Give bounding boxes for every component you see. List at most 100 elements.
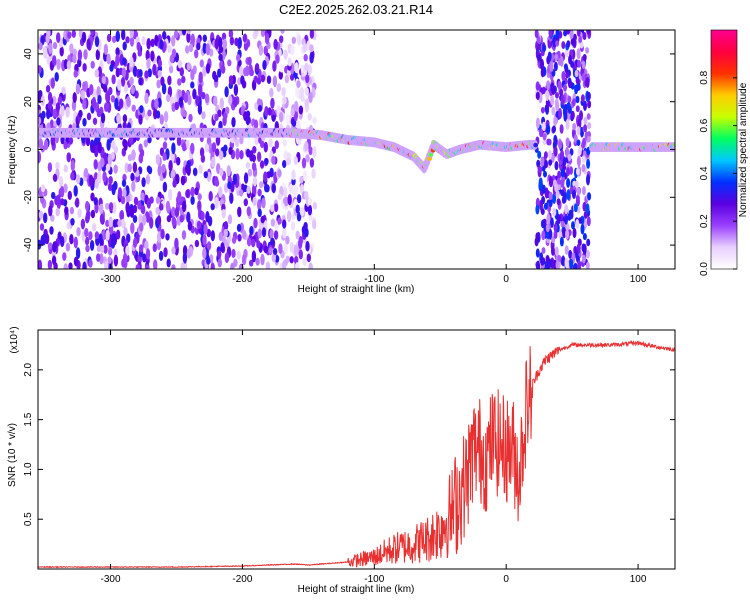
noise-cell	[88, 231, 93, 241]
noise-cell	[576, 187, 581, 196]
noise-cell	[563, 83, 567, 92]
noise-cell	[307, 197, 313, 206]
noise-cell	[121, 179, 127, 188]
noise-cell	[565, 229, 570, 240]
noise-cell	[61, 86, 66, 95]
noise-cell	[290, 221, 296, 231]
noise-cell	[113, 248, 118, 257]
noise-cell	[241, 229, 247, 240]
noise-cell	[281, 86, 286, 97]
noise-cell	[565, 137, 570, 147]
noise-cell	[579, 110, 583, 121]
noise-cell	[54, 72, 59, 82]
noise-cell	[557, 254, 562, 263]
noise-cell	[138, 69, 143, 78]
noise-cell	[180, 175, 186, 186]
noise-cell	[122, 252, 128, 264]
noise-cell	[113, 164, 118, 174]
noise-cell	[41, 233, 47, 246]
noise-cell	[564, 48, 569, 58]
noise-cell	[269, 228, 274, 239]
noise-cell	[245, 161, 251, 169]
noise-cell	[139, 222, 144, 232]
noise-cell	[204, 93, 210, 104]
noise-cell	[240, 75, 245, 86]
noise-cell	[95, 49, 101, 61]
noise-cell	[157, 69, 162, 78]
noise-cell	[56, 32, 61, 43]
noise-cell	[107, 183, 113, 191]
noise-cell	[90, 209, 96, 219]
noise-cell	[91, 97, 97, 109]
noise-cell	[251, 162, 257, 171]
noise-cell	[574, 180, 579, 188]
noise-cell	[129, 56, 134, 68]
noise-cell	[259, 160, 265, 169]
noise-cell	[90, 192, 95, 202]
noise-cell	[116, 114, 122, 125]
noise-cell	[282, 260, 287, 269]
colorbar-tick-label: 0.4	[699, 166, 710, 180]
noise-cell	[561, 70, 566, 81]
noise-cell	[233, 97, 238, 108]
noise-cell	[71, 30, 76, 38]
noise-cell	[60, 236, 65, 248]
noise-cell	[125, 195, 131, 204]
noise-cell	[564, 245, 569, 255]
noise-cell	[249, 259, 254, 267]
noise-cell	[587, 100, 592, 109]
noise-cell	[82, 261, 87, 269]
noise-cell	[60, 105, 65, 117]
noise-cell	[224, 252, 230, 264]
noise-cell	[581, 254, 586, 264]
noise-cell	[38, 42, 43, 51]
noise-cell	[52, 173, 58, 182]
noise-cell	[238, 189, 244, 197]
noise-cell	[46, 55, 51, 65]
noise-cell	[89, 239, 95, 251]
noise-cell	[190, 195, 195, 205]
noise-cell	[566, 167, 571, 177]
noise-cell	[296, 120, 301, 129]
noise-cell	[567, 95, 572, 103]
noise-cell	[537, 150, 542, 159]
noise-cell	[303, 53, 308, 62]
noise-cell	[534, 237, 539, 247]
noise-cell	[205, 63, 211, 74]
colorbar: 0.0 0.2 0.4 0.6 0.8 Normalized spectral ampl…	[699, 29, 749, 276]
noise-cell	[147, 166, 153, 175]
noise-cell	[239, 149, 244, 160]
noise-cell	[147, 68, 152, 78]
noise-cell	[171, 246, 176, 255]
snr-panel: -300 -200 -100 0 100 0.5 1.0 1.5 2.0 Height of …	[7, 326, 676, 595]
noise-cell	[125, 201, 130, 214]
noise-cell	[572, 189, 576, 200]
noise-cell	[177, 89, 183, 98]
noise-cell	[122, 114, 128, 123]
noise-cell	[186, 30, 191, 35]
noise-cell	[546, 213, 551, 224]
noise-cell	[566, 189, 571, 201]
noise-cell	[289, 241, 294, 254]
noise-cell	[551, 87, 556, 94]
spectrogram-x-ticks: -300 -200 -100 0 100	[101, 30, 647, 285]
noise-cell	[565, 118, 570, 130]
x-tick-label: -300	[101, 274, 121, 285]
noise-cell	[266, 171, 271, 179]
noise-cell	[224, 86, 229, 98]
noise-cell	[560, 179, 565, 188]
noise-cell	[549, 65, 554, 72]
noise-cell	[576, 125, 581, 136]
noise-cell	[140, 192, 145, 201]
spectrogram-heatmap	[38, 30, 675, 269]
noise-cell	[569, 166, 574, 175]
noise-cell	[194, 239, 200, 248]
noise-cell	[69, 206, 75, 215]
noise-cell	[553, 116, 558, 127]
noise-cell	[147, 109, 152, 117]
x-tick-label: 100	[630, 574, 647, 585]
noise-cell	[308, 91, 313, 104]
noise-cell	[177, 78, 182, 86]
noise-cell	[53, 262, 58, 269]
noise-cell	[167, 188, 173, 201]
